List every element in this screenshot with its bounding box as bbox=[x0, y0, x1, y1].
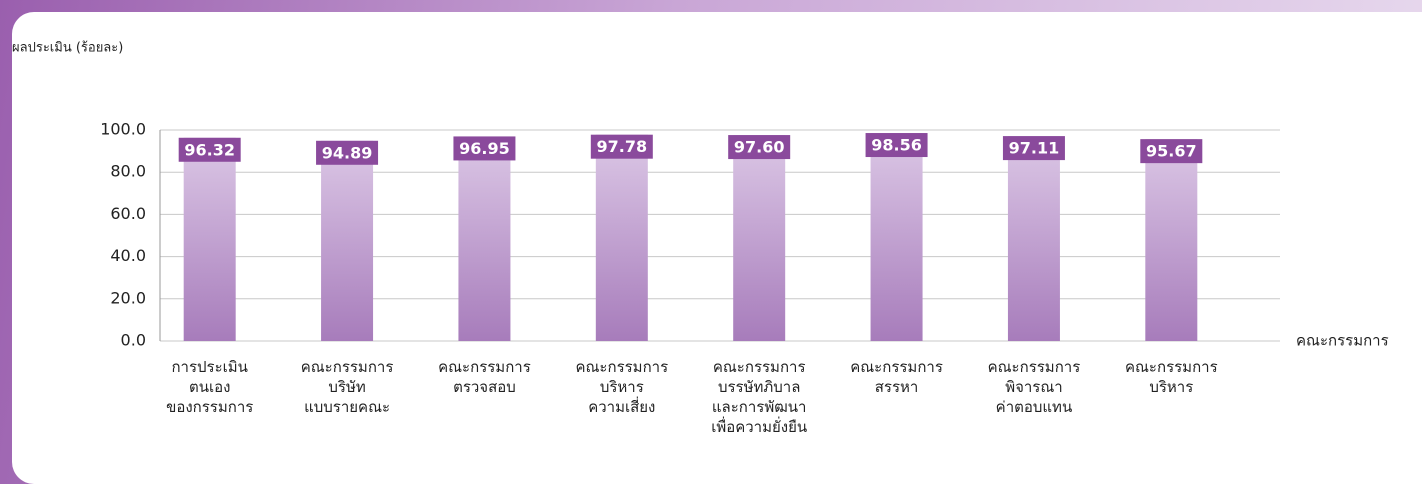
value-label: 97.11 bbox=[1009, 139, 1060, 158]
value-label-box bbox=[1140, 139, 1203, 164]
y-tick-label: 60.0 bbox=[110, 204, 146, 223]
x-tick-label: คณะกรรมการ บริษัท แบบรายคณะ bbox=[300, 358, 394, 416]
bar bbox=[183, 137, 236, 341]
value-label: 97.78 bbox=[597, 137, 648, 156]
value-label: 98.56 bbox=[871, 136, 922, 155]
x-tick-label: คณะกรรมการ บริหาร bbox=[1124, 358, 1218, 396]
x-tick-label: คณะกรรมการ สรรหา bbox=[850, 358, 943, 396]
value-label: 94.89 bbox=[322, 143, 373, 162]
bar bbox=[1007, 136, 1060, 341]
value-label-box bbox=[865, 133, 928, 158]
x-tick-label: คณะกรรมการ พิจารณา ค่าตอบแทน bbox=[987, 358, 1081, 416]
x-tick-label: การประเมิน ตนเอง ของกรรมการ bbox=[166, 358, 254, 416]
value-label-box bbox=[453, 136, 516, 161]
value-label-box bbox=[316, 140, 379, 165]
x-tick-label: คณะกรรมการ บริหาร ความเสี่ยง bbox=[575, 358, 669, 416]
y-tick-label: 100.0 bbox=[100, 120, 146, 139]
y-tick-label: 80.0 bbox=[110, 162, 146, 181]
bar bbox=[870, 133, 923, 341]
bar bbox=[1145, 139, 1198, 341]
bar bbox=[595, 134, 648, 341]
value-label: 95.67 bbox=[1146, 142, 1197, 161]
x-axis-label: คณะกรรมการ bbox=[1296, 332, 1389, 350]
value-label-box bbox=[590, 134, 653, 159]
value-label-box bbox=[728, 135, 791, 160]
y-tick-label: 20.0 bbox=[110, 288, 146, 307]
value-label-box bbox=[1002, 136, 1065, 161]
bar bbox=[458, 136, 511, 341]
x-tick-label: คณะกรรมการ บรรษัทภิบาล และการพัฒนา เพื่อ… bbox=[711, 358, 808, 436]
y-tick-label: 40.0 bbox=[110, 246, 146, 265]
x-tick-label: คณะกรรมการ ตรวจสอบ bbox=[438, 358, 531, 396]
y-axis-label: ผลประเมิน (ร้อยละ) bbox=[12, 41, 123, 56]
value-label: 96.95 bbox=[459, 139, 510, 158]
bar bbox=[733, 135, 786, 341]
value-label: 96.32 bbox=[184, 140, 235, 159]
bar bbox=[321, 140, 374, 341]
y-tick-label: 0.0 bbox=[121, 331, 146, 350]
value-label: 97.60 bbox=[734, 138, 785, 157]
value-label-box bbox=[178, 137, 241, 162]
